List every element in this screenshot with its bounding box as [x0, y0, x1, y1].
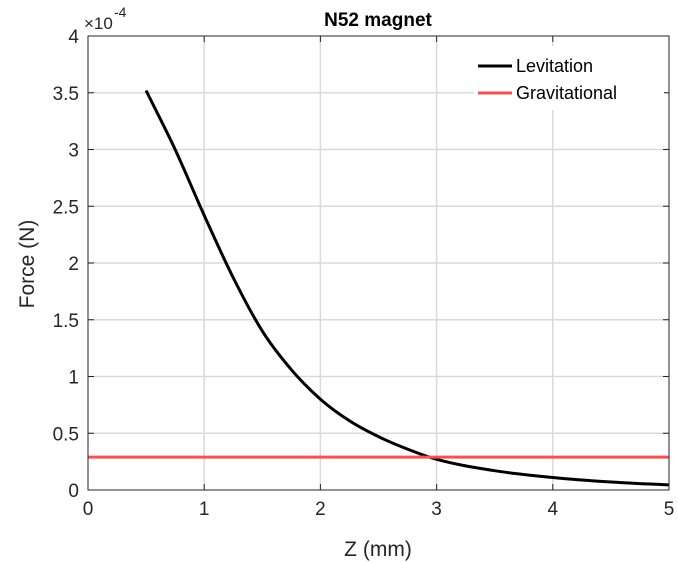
- x-tick-label: 4: [548, 499, 559, 520]
- legend-box: [474, 46, 664, 110]
- legend-label-levitation: Levitation: [516, 56, 593, 76]
- y-tick-label: 1: [68, 368, 79, 389]
- y-tick-label: 1.5: [53, 311, 79, 332]
- y-tick-label: 0.5: [53, 424, 79, 445]
- tick-labels: 0 1 2 3 4 5 0 0.5 1 1.5 2 2.5 3 3.5 4: [53, 27, 675, 520]
- y-tick-label: 3: [68, 141, 79, 162]
- y-tick-label: 2.5: [53, 197, 79, 218]
- x-tick-label: 0: [83, 499, 94, 520]
- y-multiplier: ×10 -4: [84, 4, 127, 33]
- x-axis-label: Z (mm): [344, 538, 412, 561]
- x-tick-label: 1: [199, 499, 210, 520]
- x-tick-label: 2: [315, 499, 326, 520]
- grid: [88, 36, 669, 490]
- x-tick-label: 5: [664, 499, 675, 520]
- y-multiplier-exponent: -4: [114, 4, 127, 20]
- axes-box: [87, 35, 670, 491]
- chart-title: N52 magnet: [324, 10, 432, 31]
- series-line-levitation: [144, 89, 670, 487]
- series-layer: [88, 89, 670, 487]
- axes-frame: [87, 35, 670, 491]
- y-axis-label: Force (N): [16, 220, 39, 309]
- y-tick-label: 4: [68, 27, 79, 48]
- legend: Levitation Gravitational: [474, 46, 664, 110]
- y-tick-label: 3.5: [53, 84, 79, 105]
- y-multiplier-base: ×10: [84, 14, 113, 33]
- legend-label-gravitational: Gravitational: [516, 83, 617, 103]
- x-tick-label: 3: [431, 499, 442, 520]
- y-tick-label: 2: [68, 254, 79, 275]
- y-tick-label: 0: [68, 481, 79, 502]
